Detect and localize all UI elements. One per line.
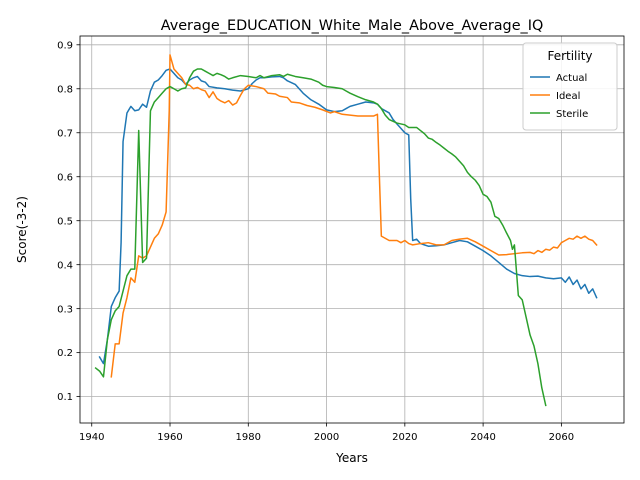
y-tick-label-3: 0.4 xyxy=(57,260,73,271)
legend: Fertility Actual Ideal Sterile xyxy=(522,42,618,131)
x-axis: 1940 1960 1980 2000 2020 2040 2060 xyxy=(79,423,574,443)
legend-box xyxy=(522,42,618,131)
legend-label-actual: Actual xyxy=(556,73,587,84)
y-tick-label-8: 0.9 xyxy=(57,40,73,51)
y-tick-label-7: 0.8 xyxy=(57,84,73,95)
legend-label-ideal: Ideal xyxy=(556,91,580,102)
x-tick-label-0: 1940 xyxy=(79,432,104,443)
x-tick-label-2: 1980 xyxy=(236,432,261,443)
x-tick-label-6: 2060 xyxy=(549,432,574,443)
series-line-actual xyxy=(98,68,598,365)
y-tick-label-1: 0.2 xyxy=(57,348,73,359)
legend-label-sterile: Sterile xyxy=(556,109,588,120)
x-tick-label-1: 1960 xyxy=(157,432,182,443)
grid-lines xyxy=(80,36,624,423)
x-tick-label-4: 2020 xyxy=(392,432,417,443)
plot-frame xyxy=(79,35,625,424)
series-lines xyxy=(94,54,598,407)
x-axis-label: Years xyxy=(335,451,368,465)
y-tick-label-2: 0.3 xyxy=(57,304,73,315)
y-axis-label: Score(-3-2) xyxy=(15,196,29,263)
x-tick-label-3: 2000 xyxy=(314,432,339,443)
y-tick-label-4: 0.5 xyxy=(57,216,73,227)
series-line-sterile xyxy=(94,68,547,407)
legend-entries: Actual Ideal Sterile xyxy=(530,73,588,120)
series-line-ideal xyxy=(110,54,598,378)
legend-title: Fertility xyxy=(547,49,592,63)
y-tick-label-6: 0.7 xyxy=(57,128,73,139)
y-axis: 0.1 0.2 0.3 0.4 0.5 0.6 0.7 0.8 0.9 xyxy=(57,40,80,403)
y-tick-label-0: 0.1 xyxy=(57,392,73,403)
x-tick-label-5: 2040 xyxy=(470,432,495,443)
y-tick-label-5: 0.6 xyxy=(57,172,73,183)
chart-title: Average_EDUCATION_White_Male_Above_Avera… xyxy=(161,18,544,34)
